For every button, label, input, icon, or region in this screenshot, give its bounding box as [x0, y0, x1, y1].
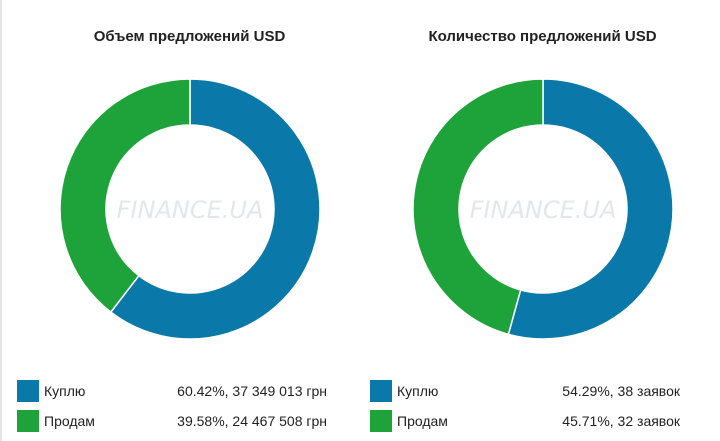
legend-value: 54.29%, 38 заявок [562, 383, 680, 399]
chart-title: Объем предложений USD [93, 28, 286, 45]
chart-count: Количество предложений USD FINANCE.UA Ку… [365, 0, 720, 441]
frame-border [0, 0, 2, 441]
legend: Куплю 60.42%, 37 349 013 грн Продам 39.5… [17, 380, 357, 440]
legend-label: Продам [397, 413, 448, 429]
legend-item-buy: Куплю 60.42%, 37 349 013 грн [17, 380, 357, 410]
chart-volume: Объем предложений USD FINANCE.UA Куплю 6… [12, 0, 367, 441]
legend-swatch-sell [370, 410, 392, 432]
donut-chart-count: FINANCE.UA [412, 78, 674, 340]
watermark-text: FINANCE.UA [117, 196, 264, 224]
watermark-text: FINANCE.UA [470, 196, 617, 224]
legend-swatch-sell [17, 410, 39, 432]
legend-swatch-buy [370, 380, 392, 402]
legend-value: 60.42%, 37 349 013 грн [177, 383, 327, 399]
legend-item-sell: Продам 45.71%, 32 заявок [370, 410, 710, 440]
donut-chart-volume: FINANCE.UA [59, 78, 321, 340]
legend-label: Куплю [397, 383, 439, 399]
legend-value: 39.58%, 24 467 508 грн [177, 413, 327, 429]
legend: Куплю 54.29%, 38 заявок Продам 45.71%, 3… [370, 380, 710, 440]
legend-item-buy: Куплю 54.29%, 38 заявок [370, 380, 710, 410]
donut-slice-buy [507, 78, 674, 340]
donut-slice-sell [412, 78, 544, 336]
legend-item-sell: Продам 39.58%, 24 467 508 грн [17, 410, 357, 440]
donut-slice-sell [59, 78, 191, 314]
legend-label: Продам [44, 413, 95, 429]
legend-value: 45.71%, 32 заявок [562, 413, 680, 429]
legend-swatch-buy [17, 380, 39, 402]
chart-title: Количество предложений USD [428, 28, 657, 45]
legend-label: Куплю [44, 383, 86, 399]
donut-slice-buy [109, 78, 321, 340]
